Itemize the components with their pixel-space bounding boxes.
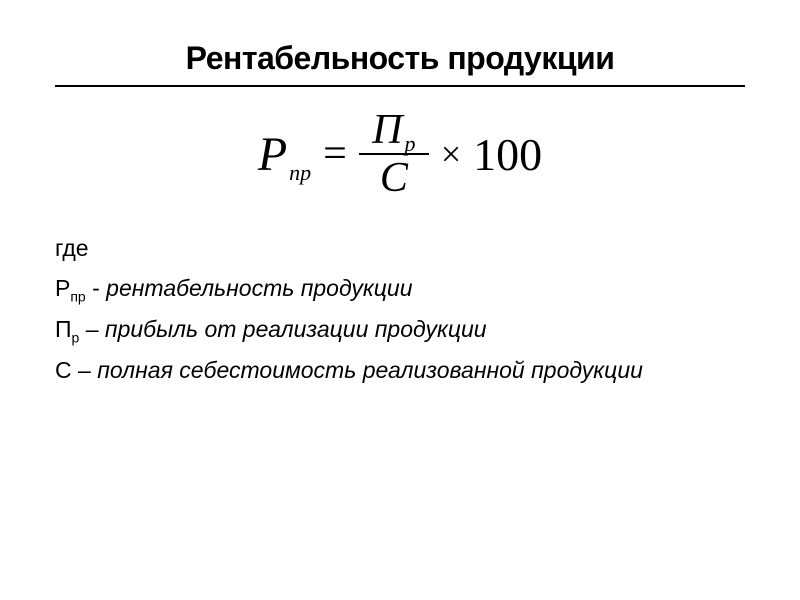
page-title: Рентабельность продукции bbox=[55, 40, 745, 77]
title-rule bbox=[55, 85, 745, 87]
denominator: С bbox=[372, 155, 416, 201]
def3-sep: – bbox=[72, 357, 98, 383]
definition-line-2: Пр – прибыль от реализации продукции bbox=[85, 312, 745, 349]
def1-sub: пр bbox=[70, 288, 85, 304]
def3-text: полная себестоимость реализованной проду… bbox=[97, 357, 643, 383]
denominator-var: С bbox=[380, 157, 408, 199]
equals-sign: = bbox=[323, 130, 347, 178]
fraction: П р С bbox=[359, 107, 429, 201]
definition-line-3: С – полная себестоимость реализованной п… bbox=[85, 353, 745, 389]
numerator-var: П bbox=[372, 109, 402, 151]
def1-symbol: Р bbox=[55, 275, 70, 301]
formula-inner: Р пр = П р С × 100 bbox=[258, 107, 542, 201]
def3-symbol: С bbox=[55, 357, 72, 383]
def2-sep: – bbox=[79, 316, 105, 342]
times-sign: × bbox=[441, 133, 461, 175]
where-label: где bbox=[55, 231, 745, 267]
formula: Р пр = П р С × 100 bbox=[55, 107, 745, 201]
result-sub: пр bbox=[289, 160, 311, 186]
numerator-sub: р bbox=[405, 133, 416, 155]
def2-symbol: П bbox=[55, 316, 72, 342]
constant-100: 100 bbox=[473, 128, 542, 181]
result-var: Р bbox=[258, 127, 287, 182]
def1-sep: - bbox=[86, 275, 106, 301]
def2-text: прибыль от реализации продукции bbox=[105, 316, 487, 342]
numerator: П р bbox=[364, 107, 423, 153]
definitions-block: где Рпр - рентабельность продукции Пр – … bbox=[55, 231, 745, 389]
formula-lhs: Р пр bbox=[258, 127, 311, 182]
def1-text: рентабельность продукции bbox=[106, 275, 412, 301]
definition-line-1: Рпр - рентабельность продукции bbox=[85, 271, 745, 308]
